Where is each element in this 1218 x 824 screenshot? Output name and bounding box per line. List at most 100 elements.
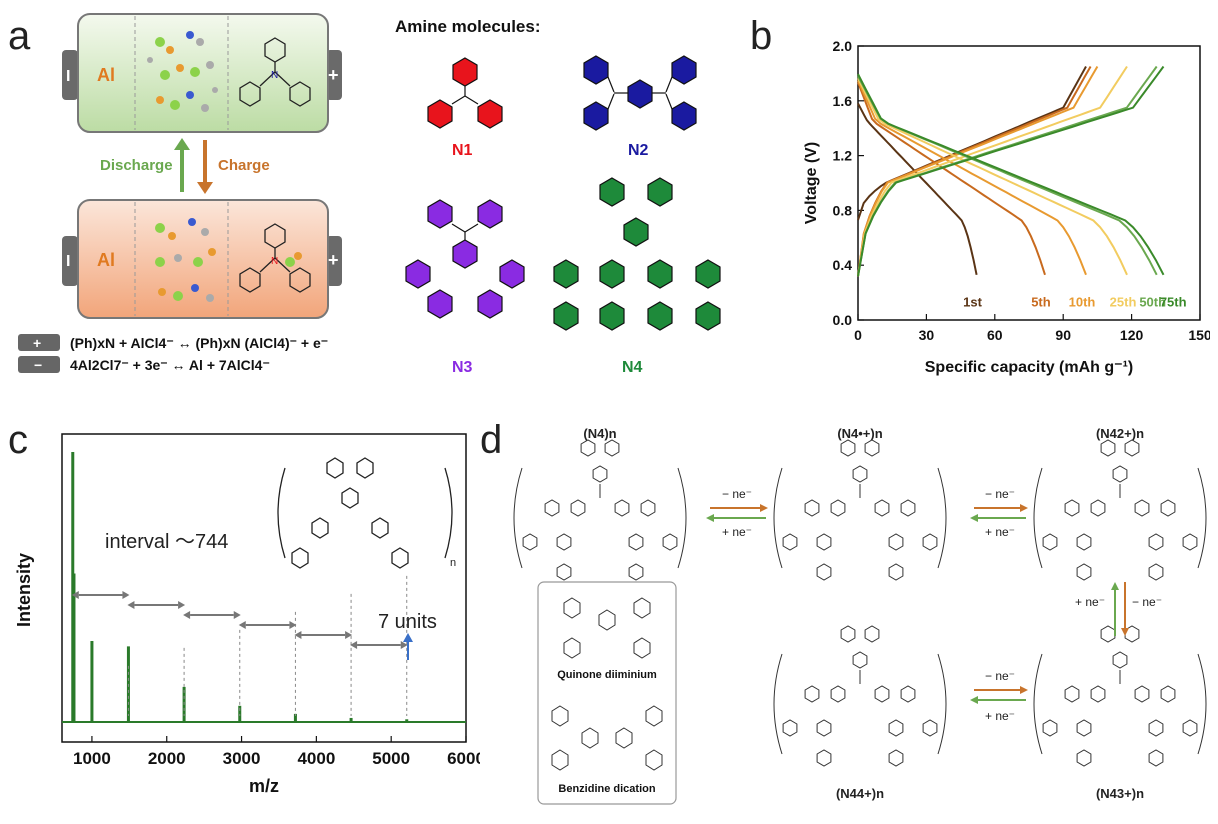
- svg-text:+ ne⁻: + ne⁻: [1075, 595, 1105, 609]
- series-label-25th: 25th: [1110, 294, 1137, 309]
- y-axis-label: Voltage (V): [803, 142, 820, 224]
- panel-label-b: b: [750, 14, 773, 58]
- interval-label: interval ～744: [105, 531, 228, 553]
- pos-terminal: [326, 50, 342, 100]
- panel-b-chart: 0 30 60 90 120 150 0.0 0.4 0.8 1.2 1.6 2.0 1st 5th 10…: [803, 38, 1210, 376]
- svg-text:− ne⁻: − ne⁻: [985, 669, 1015, 683]
- x-tick-label: 3000: [223, 749, 261, 768]
- arrow-pair-3: − ne⁻ + ne⁻: [970, 669, 1028, 723]
- label-n1: N1: [452, 142, 473, 159]
- state-n4-4plus: (N44+)n: [836, 786, 884, 801]
- series-label-10th: 10th: [1069, 294, 1096, 309]
- plot-frame: [61, 433, 467, 743]
- molecule-state-n4-3plus: [1033, 625, 1207, 767]
- terminal-pos-top: +: [328, 65, 339, 85]
- quinone-diiminium-structure: [563, 597, 651, 659]
- anode-equation: 4Al2Cl7⁻ + 3e⁻ ↔ Al + 7AlCl4⁻: [70, 357, 270, 373]
- label-n4: N4: [622, 359, 643, 376]
- x-tick-label: 150: [1188, 327, 1210, 343]
- y-axis-label: Intensity: [14, 553, 34, 627]
- arrow-pair-2: − ne⁻ + ne⁻: [970, 487, 1028, 539]
- charge-curve-1st: [857, 66, 1087, 221]
- y-tick-label: 1.2: [833, 148, 853, 164]
- y-tick-label: 0.4: [833, 257, 853, 273]
- series-label-50th: 50th: [1139, 294, 1166, 309]
- x-tick-label: 120: [1120, 327, 1144, 343]
- battery-discharged: Al I + N: [62, 199, 342, 319]
- x-tick-label: 0: [854, 327, 862, 343]
- molecule-n3: [405, 199, 525, 319]
- series-label-75th: 75th: [1160, 294, 1187, 309]
- inset-label-1: Quinone diiminium: [557, 669, 657, 681]
- label-n2: N2: [628, 142, 649, 159]
- electrolyte-ions-bottom: [155, 218, 216, 302]
- terminal-pos-bottom: +: [328, 250, 339, 270]
- charge-curve-5th: [857, 66, 1092, 277]
- state-n4-3plus: (N43+)n: [1096, 786, 1144, 801]
- state-n4: (N4)n: [583, 426, 616, 441]
- discharge-label: Discharge: [100, 157, 173, 174]
- y-tick-label: 0.0: [833, 312, 853, 328]
- arrow-pair-vertical: + ne⁻ − ne⁻: [1075, 582, 1162, 636]
- panel-a: Al I + N Discharge Charge: [18, 13, 721, 376]
- x-tick-label: 6000: [447, 749, 480, 768]
- svg-text:+ ne⁻: + ne⁻: [722, 525, 752, 539]
- discharge-charge-arrows: Discharge Charge: [100, 138, 270, 194]
- svg-text:− ne⁻: − ne⁻: [722, 487, 752, 501]
- y-tick-label: 0.8: [833, 202, 853, 218]
- x-axis-label: m/z: [249, 776, 279, 796]
- x-tick-label: 2000: [148, 749, 186, 768]
- x-tick-label: 4000: [297, 749, 335, 768]
- svg-text:− ne⁻: − ne⁻: [985, 487, 1015, 501]
- repeat-unit-structure: [277, 457, 453, 569]
- x-tick-label: 5000: [372, 749, 410, 768]
- svg-text:N: N: [271, 256, 278, 267]
- svg-text:+ ne⁻: + ne⁻: [985, 709, 1015, 723]
- units-label: 7 units: [378, 611, 437, 633]
- x-axis-label: Specific capacity (mAh g⁻¹): [925, 359, 1134, 376]
- anode-eq-sign: −: [34, 357, 42, 373]
- discharge-curve-75th: [857, 73, 1165, 276]
- anode-label-bottom: Al: [97, 250, 115, 270]
- discharge-curve-5th: [857, 81, 1046, 276]
- svg-text:n: n: [450, 557, 456, 569]
- x-tick-label: 30: [919, 327, 935, 343]
- molecule-state-n4: [513, 439, 687, 581]
- battery-charged: Al I + N: [62, 13, 342, 133]
- neg-terminal: [62, 50, 78, 100]
- equations: + (Ph)xN + AlCl4⁻ ↔ (Ph)xN (AlCl4)⁻ + e⁻…: [18, 334, 328, 373]
- panel-c-chart: 1000 2000 3000 4000 5000 6000 interval ～744 7…: [14, 433, 480, 796]
- cathode-eq-sign: +: [33, 335, 41, 351]
- molecule-n1: [427, 57, 503, 129]
- state-n4-2plus: (N42+)n: [1096, 426, 1144, 441]
- inset-box: [537, 581, 677, 805]
- molecule-state-n4-4plus: [773, 625, 947, 767]
- discharge-curve-25th: [857, 77, 1128, 276]
- molecule-state-n4-radical: [773, 439, 947, 581]
- inset-label-2: Benzidine dication: [558, 783, 655, 795]
- electrolyte-ions-top: [147, 31, 218, 112]
- series-label-1st: 1st: [963, 294, 982, 309]
- y-tick-label: 2.0: [833, 38, 853, 54]
- charge-label: Charge: [218, 157, 270, 174]
- polymer-fragment-top: [239, 37, 311, 107]
- charge-curve-25th: [857, 65, 1128, 277]
- y-tick-label: 1.6: [833, 93, 853, 109]
- arrow-pair-1: − ne⁻ + ne⁻: [706, 487, 768, 539]
- svg-text:N: N: [271, 70, 278, 81]
- panel-label-c: c: [8, 418, 28, 462]
- state-n4-radical: (N4•+)n: [837, 426, 882, 441]
- series-label-5th: 5th: [1031, 294, 1051, 309]
- panel-label-d: d: [480, 418, 503, 462]
- anode-label-top: Al: [97, 65, 115, 85]
- terminal-neg-top: I: [66, 68, 70, 85]
- label-n3: N3: [452, 359, 473, 376]
- benzidine-dication-structure: [551, 705, 663, 771]
- molecule-n2: [583, 55, 697, 131]
- svg-text:− ne⁻: − ne⁻: [1132, 595, 1162, 609]
- panel-d-scheme: (N4)n (N4•+)n (N42+)n (N44+)n (N43+)n − …: [513, 426, 1207, 805]
- panel-label-a: a: [8, 14, 31, 58]
- discharge-curve-10th: [857, 79, 1087, 276]
- terminal-neg-bottom: I: [66, 253, 70, 270]
- charge-curve-75th: [857, 65, 1165, 277]
